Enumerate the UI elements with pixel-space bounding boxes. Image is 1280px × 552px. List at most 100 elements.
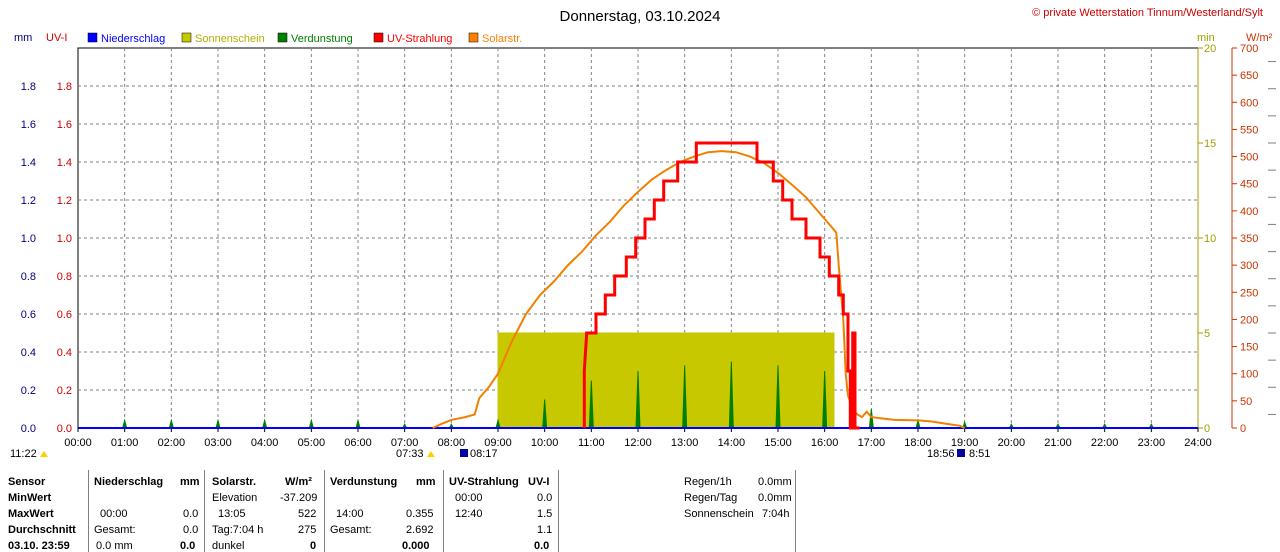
y-tick-label-wm2: 200 — [1240, 314, 1258, 326]
x-tick-label: 03:00 — [204, 437, 232, 449]
y-tick-label-uv: 1.4 — [57, 157, 72, 169]
evap-unit: mm — [416, 476, 436, 488]
row-label-avg: Durchschnitt — [8, 524, 76, 536]
evap-header: Verdunstung — [330, 476, 398, 488]
x-tick-label: 12:00 — [624, 437, 652, 449]
y-tick-label-mm: 1.0 — [21, 233, 36, 245]
extra-sunshine-label: Sonnenschein — [684, 508, 754, 520]
y-tick-label-wm2: 650 — [1240, 70, 1258, 82]
legend-label: Solarstr. — [482, 33, 522, 45]
y-tick-label-mm: 1.4 — [21, 157, 36, 169]
y-tick-label-wm2: 450 — [1240, 179, 1258, 191]
uv-avg-value: 1.1 — [537, 524, 553, 536]
sunshine-bar — [684, 332, 732, 429]
extra-rain-1h-value: 0.0mm — [758, 476, 792, 488]
current-time-label: 11:22 — [10, 448, 37, 460]
unit-min-label: min — [1197, 32, 1215, 44]
extra-sunshine-value: 7:04h — [762, 508, 790, 520]
sunshine-bar — [497, 332, 546, 429]
right-axis: 0510152005010015020025030035040045050055… — [1197, 43, 1276, 435]
y-tick-label-wm2: 500 — [1240, 152, 1258, 164]
x-tick-label: 11:00 — [578, 437, 605, 449]
sunrise-time-label: 07:33 — [396, 448, 424, 460]
extra-rain-day-value: 0.0mm — [758, 492, 792, 504]
x-tick-label: 01:00 — [111, 437, 139, 449]
uv-unit: UV-I — [528, 476, 550, 488]
x-tick-label: 16:00 — [811, 437, 839, 449]
rain-unit: mm — [180, 476, 200, 488]
y-tick-label-uv: 0.8 — [57, 271, 72, 283]
rain-total-value: 0.0 — [183, 524, 199, 536]
x-tick-label: 17:00 — [858, 437, 886, 449]
y-tick-label-wm2: 600 — [1240, 97, 1258, 109]
row-label-min: MinWert — [8, 492, 52, 504]
y-tick-label-uv: 1.8 — [57, 81, 72, 93]
rain-total-label: Gesamt: — [94, 524, 136, 536]
evaporation-series — [78, 361, 1198, 429]
rain-current-value: 0.0 — [180, 540, 196, 552]
solar-header: Solarstr. — [212, 476, 257, 488]
solar-current-value: 0 — [310, 540, 317, 552]
uv-max-value: 1.5 — [537, 508, 553, 520]
evap-max-time: 14:00 — [336, 508, 364, 520]
table-divider — [795, 470, 796, 552]
y-tick-label-mm: 0.2 — [21, 385, 36, 397]
y-tick-label-wm2: 0 — [1240, 423, 1246, 435]
x-tick-label: 07:00 — [391, 437, 419, 449]
evap-total-value: 2.692 — [406, 524, 434, 536]
uv-max-time: 12:40 — [455, 508, 483, 520]
solar-max-value: 522 — [298, 508, 317, 520]
x-tick-label: 08:00 — [438, 437, 466, 449]
y-tick-label-min: 10 — [1204, 233, 1216, 245]
x-tick-label: 09:00 — [484, 437, 512, 449]
legend-label: UV-Strahlung — [387, 33, 452, 45]
x-tick-label: 10:00 — [531, 437, 559, 449]
solar-elevation-label: Elevation — [212, 492, 258, 504]
uv-series — [582, 141, 860, 430]
y-tick-label-wm2: 350 — [1240, 233, 1258, 245]
x-tick-label: 21:00 — [1044, 437, 1072, 449]
x-tick-label: 04:00 — [251, 437, 279, 449]
y-tick-label-min: 15 — [1204, 138, 1216, 150]
chart-legend: Niederschlag Sonnenschein Verdunstung UV-St… — [87, 32, 522, 45]
legend-swatch — [87, 32, 98, 43]
uv-min-value: 0.0 — [537, 492, 553, 504]
unit-uv-label: UV-I — [46, 32, 67, 44]
solar-series — [432, 150, 966, 429]
legend-swatch — [373, 32, 384, 43]
unit-wm2-label: W/m² — [1246, 32, 1273, 44]
y-tick-label-uv: 0.6 — [57, 309, 72, 321]
evap-current-value: 0.000 — [402, 540, 430, 552]
y-tick-label-mm: 0.6 — [21, 309, 36, 321]
x-tick-label: 14:00 — [718, 437, 746, 449]
table-divider — [324, 470, 325, 552]
chart-title: Donnerstag, 03.10.2024 — [560, 8, 721, 25]
x-tick-label: 18:00 — [904, 437, 932, 449]
solar-dark-label: dunkel — [212, 540, 245, 552]
y-tick-label-wm2: 300 — [1240, 260, 1258, 272]
solar-elevation-value: -37.209 — [280, 492, 318, 504]
y-tick-label-mm: 1.6 — [21, 119, 36, 131]
legend-label: Niederschlag — [101, 33, 165, 45]
y-tick-label-wm2: 700 — [1240, 43, 1258, 55]
rain-max-value: 0.0 — [183, 508, 199, 520]
y-tick-label-wm2: 150 — [1240, 342, 1258, 354]
x-tick-label: 13:00 — [671, 437, 699, 449]
x-tick-label: 15:00 — [764, 437, 792, 449]
sunset-time-label: 18:56 — [927, 448, 955, 460]
y-tick-label-uv: 1.0 — [57, 233, 72, 245]
y-tick-label-mm: 0.8 — [21, 271, 36, 283]
y-tick-label-mm: 0.0 — [21, 423, 36, 435]
sunshine-series — [497, 332, 835, 429]
uv-min-time: 00:00 — [455, 492, 483, 504]
moonrise-icon — [460, 449, 468, 457]
solar-line — [432, 150, 966, 429]
y-tick-label-mm: 0.4 — [21, 347, 36, 359]
table-divider — [558, 470, 559, 552]
sunshine-bar — [730, 332, 779, 429]
extra-rain-day-label: Regen/Tag — [684, 492, 738, 504]
y-tick-label-wm2: 550 — [1240, 124, 1258, 136]
x-tick-label: 00:00 — [64, 437, 92, 449]
uv-line — [582, 141, 860, 430]
x-tick-label: 20:00 — [998, 437, 1026, 449]
